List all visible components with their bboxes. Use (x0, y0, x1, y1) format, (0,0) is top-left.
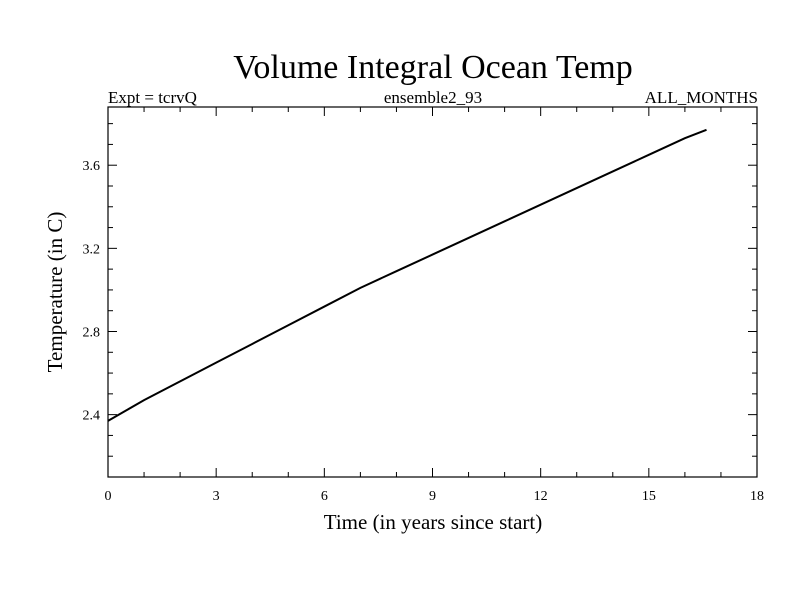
x-axis: 0 3 6 9 12 15 18 (105, 107, 764, 504)
x-tick-label: 9 (429, 489, 436, 504)
y-tick-label: 3.2 (83, 242, 101, 257)
x-tick-label: 3 (213, 489, 220, 504)
ensemble-label: ensemble2_93 (384, 88, 482, 107)
plot-frame (107, 106, 758, 478)
x-tick-label: 0 (105, 489, 112, 504)
y-axis: 2.4 2.8 3.2 3.6 (83, 123, 757, 478)
y-tick-label: 3.6 (83, 159, 101, 174)
x-tick-label: 6 (321, 489, 328, 504)
y-tick-label: 2.8 (83, 325, 101, 340)
x-tick-label: 15 (642, 489, 656, 504)
x-tick-label: 12 (534, 489, 548, 504)
chart-title: Volume Integral Ocean Temp (233, 49, 633, 86)
x-tick-label: 18 (750, 489, 764, 504)
y-tick-label: 2.4 (83, 409, 101, 424)
y-axis-label: Temperature (in C) (43, 212, 67, 373)
x-axis-label: Time (in years since start) (324, 510, 543, 534)
experiment-label: Expt = tcrvQ (108, 88, 197, 107)
months-label: ALL_MONTHS (645, 88, 758, 107)
temperature-series-line (107, 128, 707, 422)
